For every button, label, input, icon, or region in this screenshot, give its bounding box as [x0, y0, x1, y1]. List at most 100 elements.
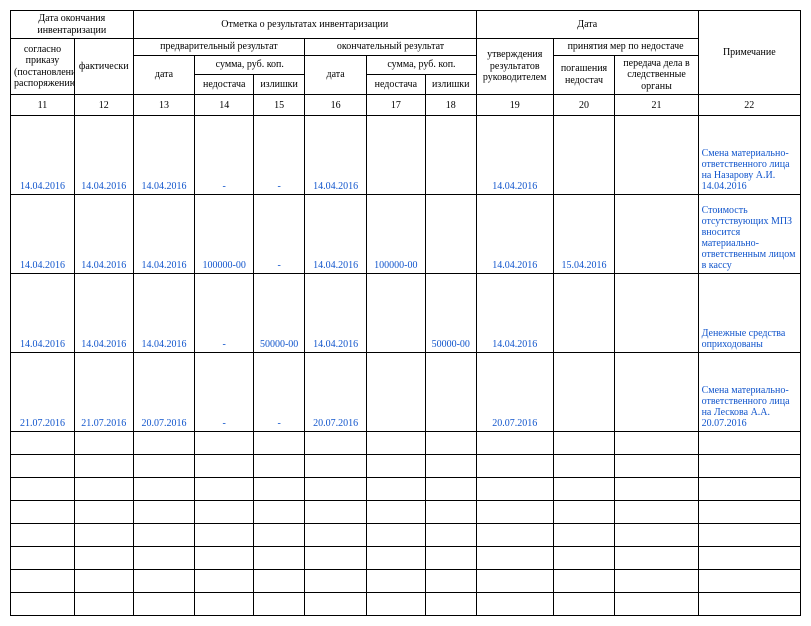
cell-c21 [615, 353, 698, 432]
cell-empty [698, 547, 800, 570]
cell-empty [476, 501, 553, 524]
cell-empty [553, 524, 615, 547]
cell-c22: Смена материально-ответственного лица на… [698, 116, 800, 195]
cell-empty [615, 547, 698, 570]
cell-empty [367, 593, 426, 616]
hdr-approval: утверждения результатов руководителем [476, 39, 553, 95]
inventory-table: Дата окончания инвентаризации Отметка о … [10, 10, 801, 616]
cell-empty [74, 570, 133, 593]
cell-c22: Денежные средства оприходованы [698, 274, 800, 353]
cell-empty [74, 432, 133, 455]
cell-empty [476, 455, 553, 478]
cell-empty [133, 432, 195, 455]
cell-empty [254, 593, 305, 616]
cell-c12: 14.04.2016 [74, 274, 133, 353]
cell-empty [74, 593, 133, 616]
cell-c13: 20.07.2016 [133, 353, 195, 432]
cell-empty [305, 478, 367, 501]
cell-c14: - [195, 353, 254, 432]
cell-empty [367, 501, 426, 524]
cell-c12: 21.07.2016 [74, 353, 133, 432]
cell-c15: - [254, 195, 305, 274]
cell-empty [74, 547, 133, 570]
cell-empty [305, 570, 367, 593]
coln: 21 [615, 95, 698, 116]
cell-empty [698, 432, 800, 455]
cell-empty [195, 455, 254, 478]
table-head: Дата окончания инвентаризации Отметка о … [11, 11, 801, 116]
cell-empty [305, 547, 367, 570]
cell-empty [195, 524, 254, 547]
cell-empty [367, 524, 426, 547]
cell-c22: Стоимость отсутствующих МПЗ вносится мат… [698, 195, 800, 274]
hdr-surplus2: излишки [425, 75, 476, 95]
cell-empty [305, 432, 367, 455]
cell-empty [553, 455, 615, 478]
cell-c18 [425, 353, 476, 432]
table-row-empty [11, 478, 801, 501]
cell-c11: 21.07.2016 [11, 353, 75, 432]
cell-empty [195, 432, 254, 455]
coln: 15 [254, 95, 305, 116]
cell-empty [425, 501, 476, 524]
cell-c18 [425, 116, 476, 195]
table-row-empty [11, 501, 801, 524]
cell-c16: 14.04.2016 [305, 195, 367, 274]
table-row-empty [11, 524, 801, 547]
coln: 16 [305, 95, 367, 116]
coln: 17 [367, 95, 426, 116]
cell-c17 [367, 116, 426, 195]
table-row: 14.04.201614.04.201614.04.2016-50000-001… [11, 274, 801, 353]
cell-empty [476, 432, 553, 455]
cell-c20 [553, 116, 615, 195]
cell-c19: 14.04.2016 [476, 116, 553, 195]
hdr-sum1: сумма, руб. коп. [195, 55, 305, 75]
cell-empty [254, 547, 305, 570]
cell-empty [615, 570, 698, 593]
cell-empty [74, 524, 133, 547]
cell-empty [553, 432, 615, 455]
cell-empty [254, 570, 305, 593]
cell-empty [425, 432, 476, 455]
table-row: 14.04.201614.04.201614.04.2016--14.04.20… [11, 116, 801, 195]
cell-empty [425, 524, 476, 547]
table-row-empty [11, 432, 801, 455]
cell-empty [698, 524, 800, 547]
cell-c12: 14.04.2016 [74, 195, 133, 274]
table-row-empty [11, 570, 801, 593]
cell-empty [476, 570, 553, 593]
cell-empty [425, 455, 476, 478]
cell-c13: 14.04.2016 [133, 274, 195, 353]
cell-empty [553, 501, 615, 524]
cell-empty [305, 593, 367, 616]
cell-empty [133, 593, 195, 616]
cell-empty [254, 478, 305, 501]
cell-c16: 14.04.2016 [305, 274, 367, 353]
cell-c15: 50000-00 [254, 274, 305, 353]
cell-empty [74, 501, 133, 524]
cell-empty [425, 478, 476, 501]
cell-empty [615, 501, 698, 524]
column-numbers: 11 12 13 14 15 16 17 18 19 20 21 22 [11, 95, 801, 116]
cell-c21 [615, 116, 698, 195]
cell-empty [195, 593, 254, 616]
cell-c20: 15.04.2016 [553, 195, 615, 274]
hdr-actual: фактически [74, 39, 133, 95]
cell-empty [367, 570, 426, 593]
cell-empty [305, 455, 367, 478]
cell-empty [133, 455, 195, 478]
cell-c17: 100000-00 [367, 195, 426, 274]
hdr-by-order: согласно приказу (постановлению, распоря… [11, 39, 75, 95]
cell-empty [553, 478, 615, 501]
cell-empty [195, 501, 254, 524]
cell-empty [367, 547, 426, 570]
hdr-date1: дата [133, 55, 195, 95]
hdr-transfer: передача дела в следственные органы [615, 55, 698, 95]
cell-c18 [425, 195, 476, 274]
coln: 13 [133, 95, 195, 116]
cell-empty [553, 547, 615, 570]
cell-empty [254, 432, 305, 455]
cell-empty [74, 455, 133, 478]
hdr-measures: принятия мер по недостаче [553, 39, 698, 56]
cell-c15: - [254, 116, 305, 195]
